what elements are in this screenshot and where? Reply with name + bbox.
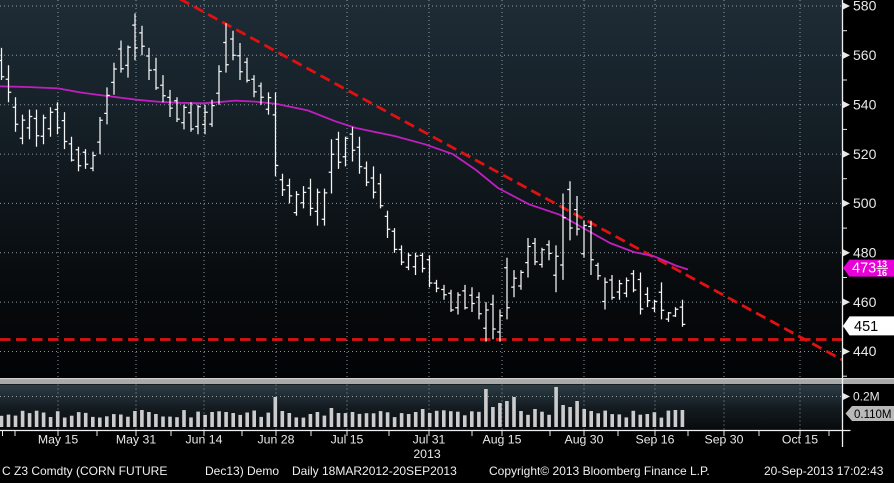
svg-text:Sep 30: Sep 30 bbox=[705, 433, 744, 447]
svg-text:Dec13) Demo: Dec13) Demo bbox=[205, 464, 279, 478]
svg-text:Copyright© 2013 Bloomberg Fina: Copyright© 2013 Bloomberg Finance L.P. bbox=[489, 464, 710, 478]
svg-text:2013: 2013 bbox=[413, 447, 441, 461]
svg-text:Sep 16: Sep 16 bbox=[636, 433, 675, 447]
svg-text:C Z3 Comdty (CORN FUTURE: C Z3 Comdty (CORN FUTURE bbox=[2, 464, 167, 478]
svg-text:520: 520 bbox=[853, 146, 877, 162]
svg-text:Jul 31: Jul 31 bbox=[413, 433, 446, 447]
svg-text:0.110M: 0.110M bbox=[854, 409, 892, 421]
svg-text:580: 580 bbox=[853, 0, 877, 14]
svg-text:Aug 15: Aug 15 bbox=[483, 433, 522, 447]
svg-text:Jul 15: Jul 15 bbox=[331, 433, 364, 447]
svg-text:13: 13 bbox=[877, 259, 887, 269]
svg-text:May 31: May 31 bbox=[116, 433, 156, 447]
svg-text:May 15: May 15 bbox=[38, 433, 78, 447]
svg-text:451: 451 bbox=[854, 319, 878, 335]
svg-text:560: 560 bbox=[853, 47, 877, 63]
svg-text:Oct 15: Oct 15 bbox=[782, 433, 818, 447]
svg-text:500: 500 bbox=[853, 195, 877, 211]
svg-text:Jun 28: Jun 28 bbox=[258, 433, 295, 447]
svg-text:440: 440 bbox=[853, 343, 877, 359]
svg-text:20-Sep-2013 17:02:43: 20-Sep-2013 17:02:43 bbox=[764, 464, 884, 478]
svg-text:Daily 18MAR2012-20SEP2013: Daily 18MAR2012-20SEP2013 bbox=[292, 464, 457, 478]
svg-text:0.2M: 0.2M bbox=[853, 390, 880, 404]
svg-text:Aug 30: Aug 30 bbox=[565, 433, 604, 447]
svg-text:480: 480 bbox=[853, 245, 877, 261]
svg-text:473: 473 bbox=[852, 261, 876, 277]
svg-text:16: 16 bbox=[877, 268, 887, 278]
svg-text:540: 540 bbox=[853, 96, 877, 112]
svg-text:Jun 14: Jun 14 bbox=[186, 433, 223, 447]
svg-text:460: 460 bbox=[853, 294, 877, 310]
